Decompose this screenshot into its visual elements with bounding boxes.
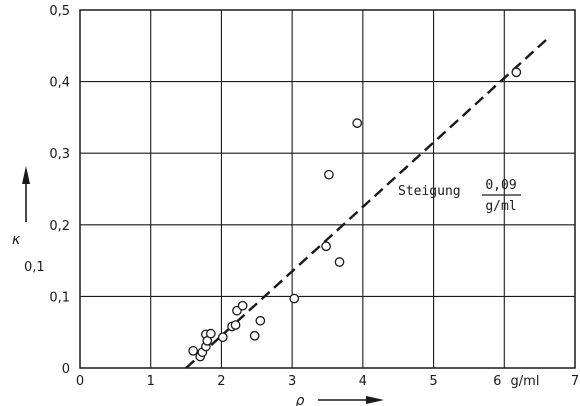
x-tick-label: 0 bbox=[76, 374, 84, 389]
y-axis-label-subscript: 0,1 bbox=[24, 260, 45, 275]
y-tick-label: 0,4 bbox=[49, 76, 70, 91]
y-tick-labels: 0 0,1 0,2 0,3 0,4 0,5 bbox=[49, 4, 70, 377]
data-point bbox=[289, 293, 300, 304]
x-tick-label: 6 bbox=[493, 374, 501, 389]
x-tick-label: 7 bbox=[571, 374, 579, 389]
annotation-label: Steigung bbox=[398, 184, 461, 199]
data-point bbox=[217, 332, 228, 343]
data-point bbox=[334, 257, 345, 267]
data-point bbox=[511, 67, 522, 78]
y-tick-label: 0,1 bbox=[49, 290, 70, 305]
data-point bbox=[237, 300, 248, 311]
data-point bbox=[205, 328, 216, 339]
data-point bbox=[255, 315, 266, 326]
y-axis-label: κ bbox=[12, 232, 21, 248]
data-point bbox=[249, 330, 260, 341]
x-axis-arrow bbox=[318, 396, 384, 404]
x-tick-label: 4 bbox=[359, 374, 367, 389]
y-tick-label: 0,2 bbox=[49, 219, 70, 234]
x-axis-label: ρ bbox=[296, 393, 305, 406]
annotation-denominator: g/ml bbox=[485, 199, 516, 214]
y-tick-label: 0,5 bbox=[49, 4, 70, 19]
grid bbox=[80, 10, 575, 368]
y-tick-label: 0 bbox=[62, 362, 70, 377]
x-tick-label: 5 bbox=[429, 374, 437, 389]
annotation-numerator: 0,09 bbox=[485, 178, 516, 193]
data-point bbox=[230, 320, 241, 330]
data-point bbox=[324, 169, 334, 180]
y-axis-arrow bbox=[22, 166, 30, 222]
x-tick-label: 2 bbox=[217, 374, 225, 389]
x-tick-label: 1 bbox=[147, 374, 155, 389]
x-tick-labels: 0 1 2 3 4 5 6 7 bbox=[76, 374, 579, 389]
plot-frame bbox=[79, 9, 576, 369]
y-tick-label: 0,3 bbox=[49, 147, 70, 162]
data-point bbox=[188, 345, 198, 356]
x-tick-label: 3 bbox=[288, 374, 296, 389]
data-point bbox=[352, 118, 363, 128]
data-point bbox=[321, 241, 331, 252]
x-unit-label: g/ml bbox=[511, 374, 540, 389]
data-points bbox=[188, 67, 522, 362]
fit-line bbox=[185, 38, 548, 369]
